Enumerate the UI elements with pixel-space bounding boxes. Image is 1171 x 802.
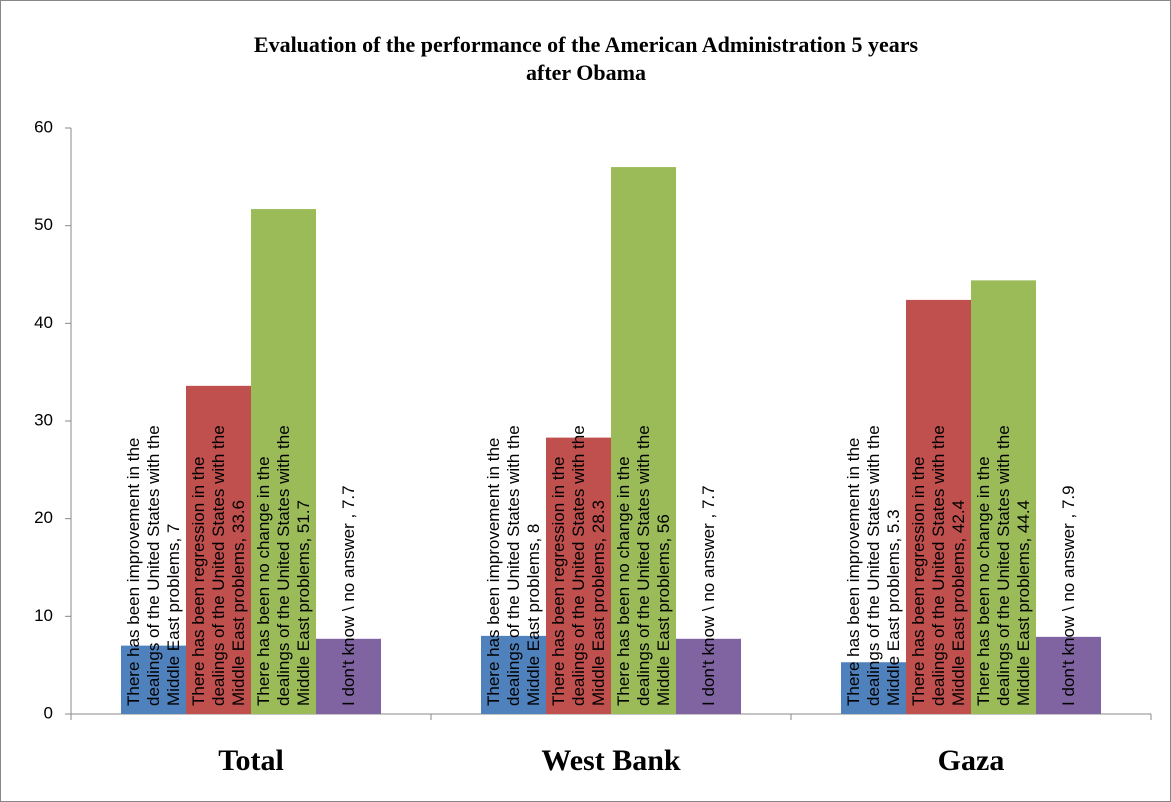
y-tick-label: 60: [34, 117, 53, 136]
data-label-name: There has been regression in the dealing…: [548, 425, 608, 706]
data-label-value: , 7.7: [698, 485, 718, 519]
data-label-name: I don't know \ no answer: [338, 518, 358, 706]
x-tick-label: Gaza: [938, 744, 1005, 777]
data-label-name: There has been no change in the dealings…: [253, 425, 313, 706]
y-tick-label: 30: [34, 410, 53, 429]
data-label: I don't know \ no answer , 7.7: [699, 406, 719, 706]
data-label-value: , 28.3: [588, 499, 608, 543]
data-label-value: , 5.3: [883, 509, 903, 543]
data-label-value: , 51.7: [293, 499, 313, 543]
data-label-name: There has been improvement in the dealin…: [483, 425, 543, 706]
data-label: There has been improvement in the dealin…: [484, 406, 544, 706]
data-label: There has been no change in the dealings…: [614, 406, 674, 706]
y-tick-label: 50: [34, 215, 53, 234]
data-label-name: There has been improvement in the dealin…: [843, 425, 903, 706]
data-label: There has been regression in the dealing…: [189, 406, 249, 706]
bar: [971, 280, 1036, 714]
bar: [186, 385, 251, 714]
bar: [481, 635, 546, 714]
x-tick-label: Total: [218, 744, 284, 777]
data-label: There has been no change in the dealings…: [254, 406, 314, 706]
y-tick-label: 0: [44, 703, 53, 722]
data-label: There has been no change in the dealings…: [974, 406, 1034, 706]
bar: [251, 209, 316, 714]
data-label-name: There has been no change in the dealings…: [613, 425, 673, 706]
data-label: There has been improvement in the dealin…: [124, 406, 184, 706]
data-label-name: There has been regression in the dealing…: [188, 425, 248, 706]
data-label-value: , 7.9: [1058, 485, 1078, 519]
x-tick-label: West Bank: [541, 744, 681, 777]
bar: [1036, 636, 1101, 714]
y-tick-label: 10: [34, 606, 53, 625]
bar: [906, 299, 971, 714]
data-label: I don't know \ no answer , 7.7: [339, 406, 359, 706]
bar: [546, 437, 611, 714]
bar: [841, 662, 906, 714]
bar: [316, 638, 381, 714]
chart-title: Evaluation of the performance of the Ame…: [253, 32, 919, 85]
data-label-value: , 8: [523, 523, 543, 543]
data-label-value: , 7.7: [338, 485, 358, 519]
data-label-name: There has been regression in the dealing…: [908, 425, 968, 706]
bar: [676, 638, 741, 714]
data-label: There has been regression in the dealing…: [909, 406, 969, 706]
data-label: I don't know \ no answer , 7.9: [1059, 406, 1079, 706]
data-label-value: , 33.6: [228, 499, 248, 543]
data-label: There has been regression in the dealing…: [549, 406, 609, 706]
y-tick-label: 40: [34, 313, 53, 332]
data-label-value: , 44.4: [1013, 499, 1033, 543]
bar: [121, 645, 186, 714]
y-tick-label: 20: [34, 508, 53, 527]
data-label-name: There has been no change in the dealings…: [973, 425, 1033, 706]
data-label-name: I don't know \ no answer: [1058, 518, 1078, 706]
data-label-value: , 42.4: [948, 499, 968, 543]
data-label-value: , 56: [653, 514, 673, 543]
data-label-name: There has been improvement in the dealin…: [123, 425, 183, 706]
bar: [611, 167, 676, 715]
data-label-name: I don't know \ no answer: [698, 518, 718, 706]
data-label: There has been improvement in the dealin…: [844, 406, 904, 706]
data-label-value: , 7: [163, 523, 183, 543]
